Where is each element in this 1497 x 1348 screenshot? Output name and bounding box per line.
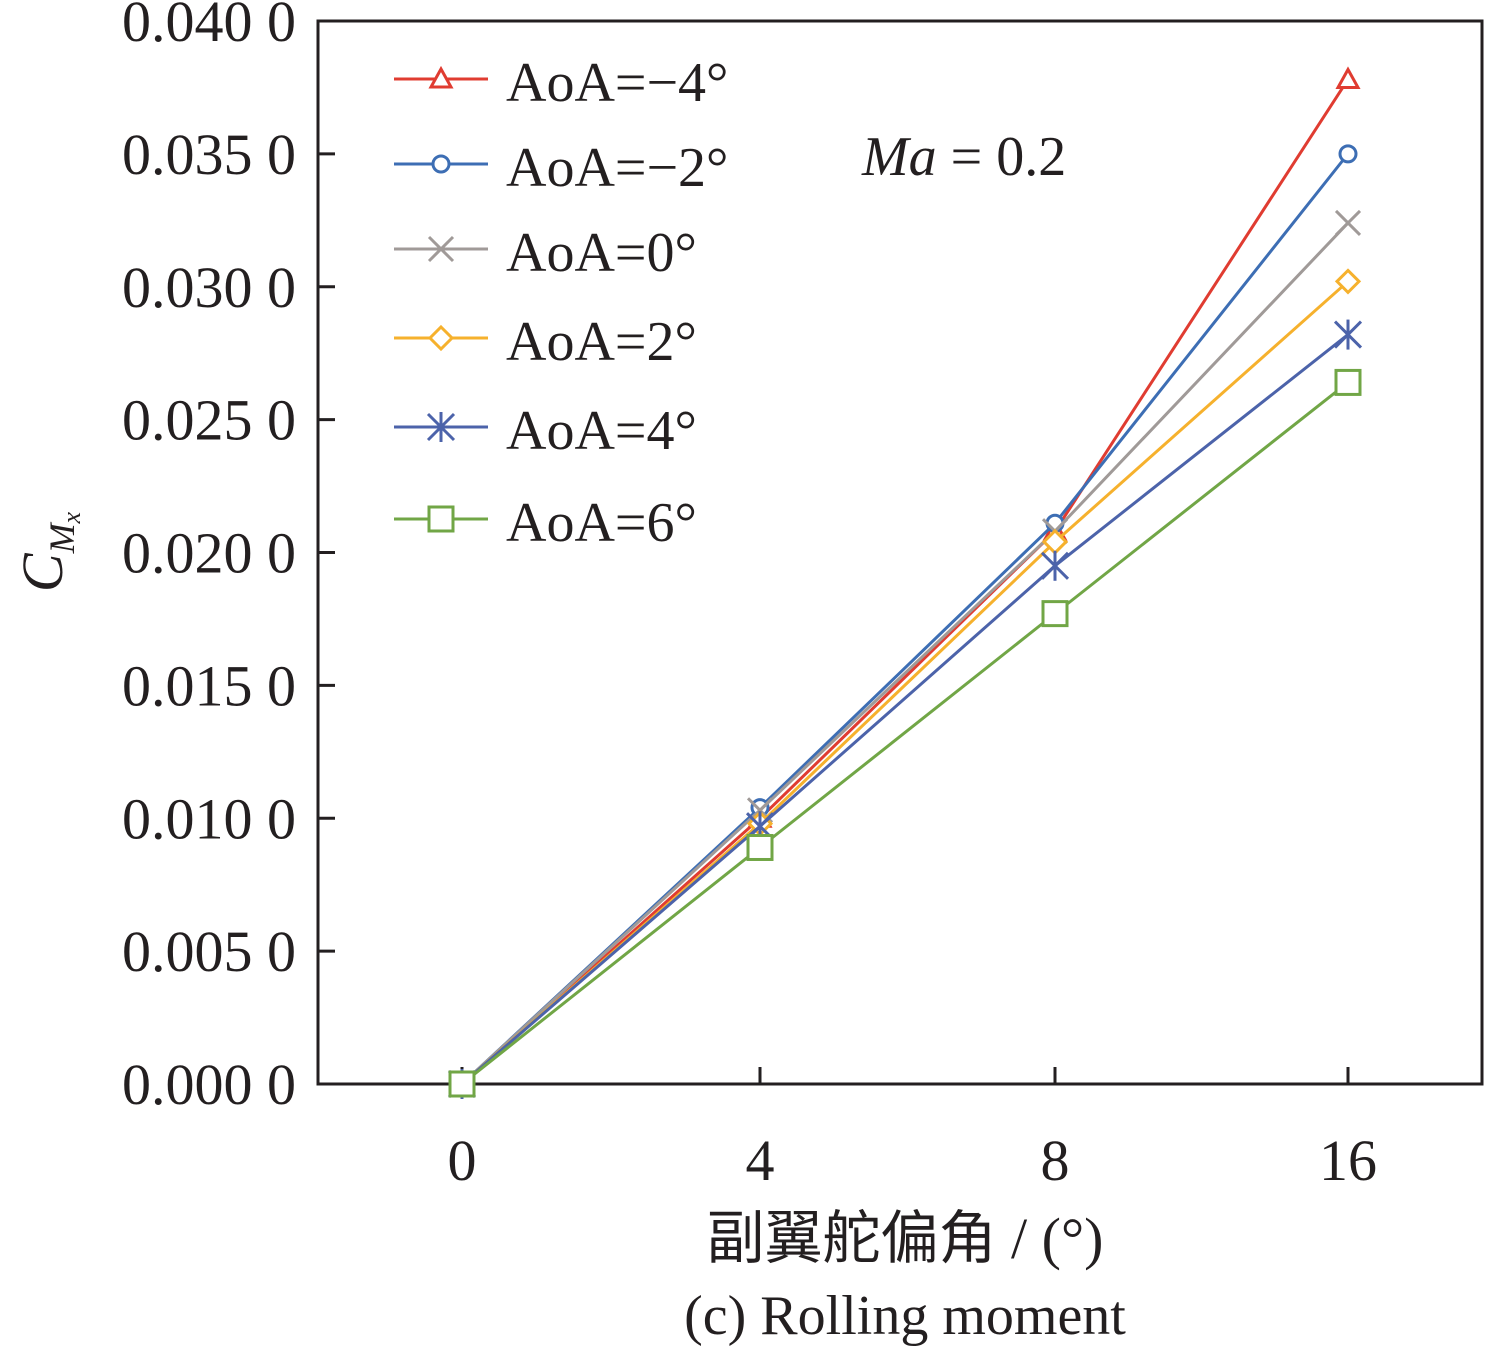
y-tick-label: 0.025 0: [122, 388, 296, 453]
data-point: [1338, 144, 1358, 164]
y-tick-label: 0.000 0: [122, 1052, 296, 1117]
chart-caption: (c) Rolling moment: [684, 1285, 1126, 1347]
series-line: [460, 152, 1350, 1086]
data-point: [1334, 268, 1362, 295]
legend-marker: [427, 505, 455, 533]
annotation-mach: Ma = 0.2: [861, 126, 1066, 188]
legend-marker: [426, 412, 456, 442]
annotation-mach-rest: = 0.2: [937, 126, 1067, 188]
data-point: [1335, 66, 1361, 89]
legend-item: AoA=4°: [394, 400, 697, 462]
y-tick-label: 0.020 0: [122, 521, 296, 586]
y-axis-title: CMx: [10, 511, 86, 592]
x-tick-label: 8: [1041, 1128, 1070, 1193]
y-tick-label: 0.015 0: [122, 653, 296, 718]
legend-label: AoA=6°: [506, 492, 697, 554]
y-axis: 0.000 0 0.005 0 0.010 0 0.015 0 0.020 0 0.025…: [122, 0, 335, 1117]
legend-label: AoA=2°: [506, 311, 697, 373]
legend-marker: [431, 154, 451, 174]
data-point: [746, 833, 774, 861]
legend-marker: [428, 65, 454, 89]
x-axis-title: 副翼舵偏角 / (°): [707, 1206, 1104, 1271]
y-axis-title-base: C: [10, 552, 75, 592]
y-tick-label: 0.010 0: [122, 786, 296, 851]
legend-label: AoA=4°: [506, 400, 697, 462]
x-axis: 0 4 8 16: [448, 1067, 1377, 1193]
x-tick-label: 4: [746, 1128, 775, 1193]
series-5: [448, 368, 1362, 1098]
data-point: [448, 1070, 476, 1098]
y-tick-label: 0.030 0: [122, 255, 296, 320]
y-tick-label: 0.005 0: [122, 919, 296, 984]
legend-label: AoA=0°: [506, 222, 697, 284]
legend-label: AoA=−2°: [506, 137, 728, 199]
series-line: [461, 78, 1350, 1086]
legend-marker: [427, 235, 455, 263]
y-axis-title-sub: M: [42, 521, 82, 554]
legend-item: AoA=6°: [394, 492, 697, 554]
series-1: [452, 144, 1358, 1094]
legend-item: AoA=0°: [394, 222, 697, 284]
y-tick-label: 0.040 0: [122, 0, 296, 54]
legend-label: AoA=−4°: [506, 52, 728, 114]
series-line: [461, 333, 1349, 1086]
legend: AoA=−4° AoA=−2° AoA=0° AoA=2° AoA=4° AoA=6°: [394, 52, 728, 554]
series-line: [461, 381, 1349, 1086]
legend-item: AoA=−4°: [394, 52, 728, 114]
annotation-mach-italic: Ma: [861, 126, 937, 188]
legend-item: AoA=2°: [394, 311, 697, 373]
series-layer: [447, 66, 1363, 1099]
data-point: [1040, 550, 1070, 581]
series-line: [460, 221, 1350, 1086]
x-tick-label: 16: [1319, 1128, 1377, 1193]
y-tick-label: 0.035 0: [122, 122, 296, 187]
data-point: [1333, 319, 1363, 350]
y-axis-title-subsub: x: [57, 511, 86, 524]
legend-item: AoA=−2°: [394, 137, 728, 199]
legend-marker: [427, 324, 455, 352]
x-tick-label: 0: [448, 1128, 477, 1193]
data-point: [1334, 368, 1362, 396]
data-point: [1041, 600, 1069, 628]
data-point: [1334, 209, 1362, 237]
